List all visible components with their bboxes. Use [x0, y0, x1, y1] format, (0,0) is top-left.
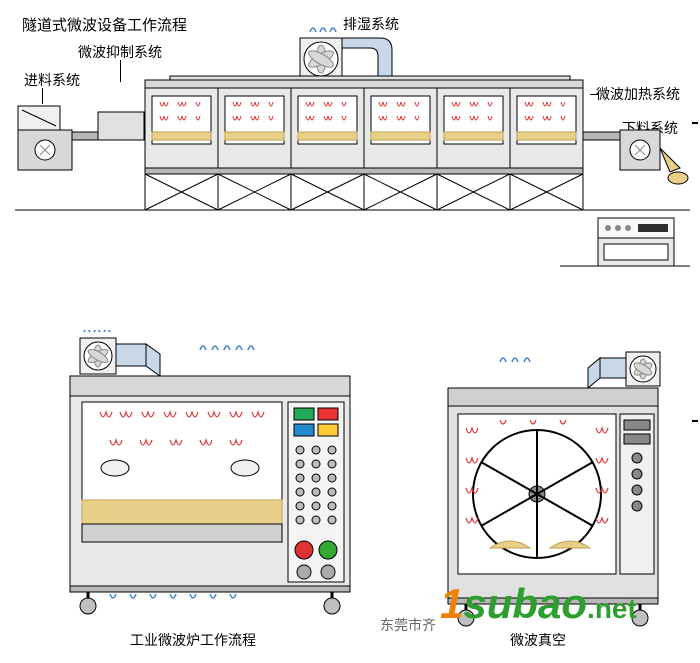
logo-subao: subao [463, 580, 587, 627]
logo-net: .net [587, 593, 637, 624]
edge-mark [692, 122, 698, 124]
tunnel-diagram [0, 20, 700, 280]
control-cabinet [598, 218, 674, 266]
label-vacuum: 微波真空 [510, 630, 566, 650]
logo-1: 1 [440, 580, 463, 627]
industrial-oven-diagram [60, 330, 360, 630]
label-industrial-oven: 工业微波炉工作流程 [130, 630, 256, 650]
edge-mark [692, 420, 698, 422]
exhaust-fan-icon [300, 28, 392, 80]
watermark-dongguan: 东莞市齐 [380, 615, 436, 635]
watermark-logo: 1subao.net [440, 580, 637, 628]
discharge [583, 130, 688, 184]
feed-hopper [18, 106, 144, 170]
tunnel-body [15, 80, 690, 210]
